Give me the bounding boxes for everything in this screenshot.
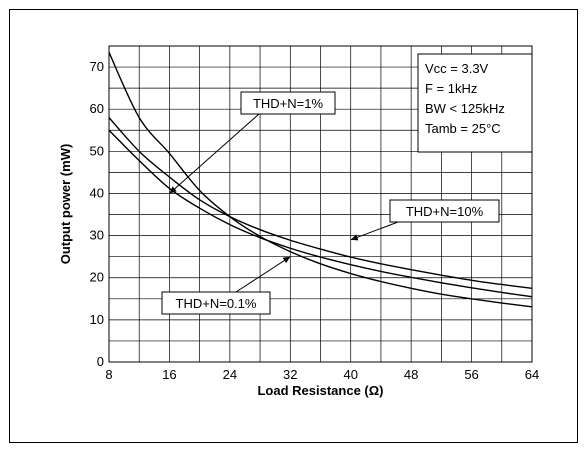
y-tick-label: 60: [90, 101, 104, 116]
callout-leader: [235, 256, 291, 293]
x-tick-label: 8: [105, 367, 112, 382]
curve-callouts: THD+N=1% THD+N=10% THD+N=0.1%: [161, 91, 500, 315]
callout-leader: [350, 221, 399, 241]
callout-arrowhead: [169, 186, 177, 194]
y-tick-label: 10: [90, 312, 104, 327]
x-tick-label: 48: [404, 367, 418, 382]
callout-label: THD+N=10%: [406, 204, 484, 219]
callout-arrowhead: [282, 256, 291, 264]
conditions-box-border: [417, 53, 533, 153]
y-tick-label: 0: [97, 354, 104, 369]
y-tick-label: 20: [90, 270, 104, 285]
y-tick-label: 40: [90, 185, 104, 200]
y-tick-labels: 0 10 20 30 40 50 60 70: [90, 59, 104, 369]
callout-box: [161, 291, 271, 315]
condition-temperature: Tamb = 25°C: [425, 121, 501, 136]
y-axis-title: Output power (mW): [58, 144, 73, 265]
callout-box: [240, 91, 336, 115]
y-tick-label: 30: [90, 228, 104, 243]
x-tick-labels: 8 16 24 32 40 48 56 64: [105, 367, 539, 382]
callout-label: THD+N=0.1%: [176, 296, 257, 311]
condition-vcc: Vcc = 3.3V: [425, 61, 489, 76]
curve-line: [108, 52, 533, 308]
conditions-box: Vcc = 3.3V F = 1kHz BW < 125kHz Tamb = 2…: [417, 53, 533, 153]
callout-arrowhead: [350, 234, 359, 241]
y-tick-label: 70: [90, 59, 104, 74]
curves: [108, 52, 533, 308]
callout-box: [389, 199, 500, 223]
x-tick-label: 64: [525, 367, 539, 382]
x-tick-label: 40: [343, 367, 357, 382]
condition-frequency: F = 1kHz: [425, 81, 477, 96]
plot-border: [108, 45, 533, 363]
callout-leader: [169, 113, 260, 194]
x-tick-label: 16: [162, 367, 176, 382]
x-tick-label: 32: [283, 367, 297, 382]
callout-label: THD+N=1%: [253, 96, 324, 111]
x-tick-label: 56: [464, 367, 478, 382]
curve-line: [108, 117, 533, 289]
figure-frame: [9, 9, 578, 443]
x-tick-label: 24: [223, 367, 237, 382]
condition-bandwidth: BW < 125kHz: [425, 101, 505, 116]
x-axis-title: Load Resistance (Ω): [257, 383, 383, 398]
y-tick-label: 50: [90, 143, 104, 158]
curve-line: [108, 129, 533, 298]
